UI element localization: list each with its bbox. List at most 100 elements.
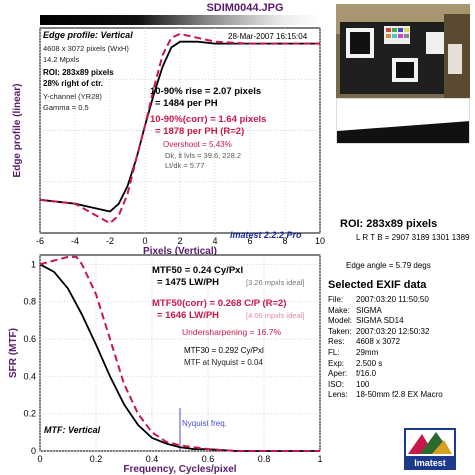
exif-heading: Selected EXIF data bbox=[328, 279, 427, 291]
mtf50-label: MTF50 = 0.24 Cy/Pxl bbox=[152, 265, 243, 276]
file-title: SDIM0044.JPG bbox=[206, 2, 284, 14]
y-axis-label: Edge profile (linear) bbox=[12, 84, 23, 178]
exif-row: Exp: 2.500 s bbox=[328, 359, 443, 370]
exif-row: Model: SIGMA SD14 bbox=[328, 316, 443, 327]
x-tick-label: -6 bbox=[36, 236, 44, 246]
edge-gradient-strip bbox=[40, 15, 320, 25]
chart-title: MTF: Vertical bbox=[44, 425, 101, 435]
gamma-label: Gamma = 0.5 bbox=[43, 103, 89, 112]
x-axis-label: Pixels (Vertical) bbox=[143, 246, 217, 257]
x-tick-label: 1 bbox=[317, 454, 322, 464]
ltdk-label: Lt/dk = 5.77 bbox=[165, 161, 204, 170]
exif-value: 2007:03:20 12:50:32 bbox=[356, 326, 430, 336]
series-line-measured bbox=[39, 263, 320, 452]
exif-value: SIGMA bbox=[356, 305, 382, 315]
y-axis-label: SFR (MTF) bbox=[8, 328, 19, 378]
exif-key: ISO: bbox=[328, 379, 345, 389]
x-tick-label: 0 bbox=[37, 454, 42, 464]
x-tick-label: 0.4 bbox=[146, 454, 159, 464]
x-tick-label: 10 bbox=[315, 236, 325, 246]
exif-list: File: 2007:03:20 11:50:50 Make: SIGMA Model:… bbox=[328, 295, 443, 401]
exif-key: Res: bbox=[328, 337, 345, 347]
x-tick-label: 2 bbox=[177, 236, 182, 246]
roi-pos-label: 28% right of ctr. bbox=[43, 79, 103, 88]
mtf-chart: 0 0.2 0.4 0.6 0.8 1 0 0.2 0.4 0.6 0.8 1 Nyquist freq… bbox=[8, 254, 323, 475]
exif-row: ISO: 100 bbox=[328, 380, 443, 391]
exif-value: 18-50mm f2.8 EX Macro bbox=[356, 390, 443, 400]
exif-row: Taken: 2007:03:20 12:50:32 bbox=[328, 327, 443, 338]
y-tick-label: 0.4 bbox=[23, 371, 36, 381]
overshoot-label: Overshoot = 5.43% bbox=[163, 140, 232, 149]
exif-row: Aper: f/16.0 bbox=[328, 369, 443, 380]
channel-label: Y-channel (YR28) bbox=[43, 92, 102, 101]
size-label: 4608 x 3072 pixels (WxH) bbox=[43, 44, 129, 53]
x-tick-label: 0.8 bbox=[258, 454, 271, 464]
watermark-label: Imatest 2.2.2 Pro bbox=[230, 230, 302, 240]
exif-value: 2.500 s bbox=[356, 358, 383, 368]
exif-key: Model: bbox=[328, 316, 353, 326]
levels-label: Dk, lt lvls = 39.6, 228.2 bbox=[165, 151, 241, 160]
corr-rise-ph-label: = 1878 per PH (R=2) bbox=[155, 126, 244, 137]
mtf50-corr-lw-label: = 1646 LW/PH bbox=[157, 310, 219, 321]
exif-key: Aper: bbox=[328, 369, 348, 379]
x-tick-label: 6 bbox=[247, 236, 252, 246]
y-tick-label: 0.8 bbox=[23, 297, 36, 307]
undersharpening-label: Undersharpening = 16.7% bbox=[182, 327, 281, 337]
edge-profile-chart: -6 -4 -2 0 2 4 6 8 10 Pixels (Vertical) Edge profi… bbox=[12, 27, 325, 257]
mtf30-label: MTF30 = 0.292 Cy/Pxl bbox=[184, 346, 264, 355]
mtf50-lw-label: = 1475 LW/PH bbox=[157, 277, 219, 288]
x-axis-label: Frequency, Cycles/pixel bbox=[123, 464, 236, 475]
mtf50-corr-label: MTF50(corr) = 0.268 C/P (R=2) bbox=[152, 298, 286, 309]
exif-value: 100 bbox=[356, 379, 370, 389]
series-line-corrected bbox=[39, 32, 320, 225]
rise-ph-label: = 1484 per PH bbox=[155, 98, 218, 109]
exif-value: 29mm bbox=[356, 347, 379, 357]
exif-row: Res: 4608 x 3072 bbox=[328, 337, 443, 348]
roi-edge-crop bbox=[336, 98, 470, 144]
chart-title: Edge profile: Vertical bbox=[43, 30, 133, 40]
y-tick-label: 0 bbox=[31, 446, 36, 456]
roi-label: ROI: 283x89 pixels bbox=[43, 68, 114, 77]
exif-key: Taken: bbox=[328, 326, 352, 336]
exif-row: Lens: 18-50mm f2.8 EX Macro bbox=[328, 390, 443, 401]
series-line-measured bbox=[39, 40, 320, 213]
roi-title: ROI: 283x89 pixels bbox=[340, 218, 438, 230]
date-label: 28-Mar-2007 16:15:04 bbox=[228, 32, 308, 41]
exif-row: FL: 29mm bbox=[328, 348, 443, 359]
x-tick-label: 0 bbox=[142, 236, 147, 246]
series-line-corrected bbox=[39, 255, 320, 452]
imatest-logo: Imatest bbox=[404, 428, 456, 470]
mtf50-ideal-label: [3.26 mpxls ideal] bbox=[246, 278, 304, 287]
y-tick-label: 0.2 bbox=[23, 409, 36, 419]
x-tick-label: -2 bbox=[106, 236, 114, 246]
x-tick-label: 0.6 bbox=[202, 454, 215, 464]
mpxls-label: 14.2 Mpxls bbox=[43, 55, 80, 64]
edge-angle: Edge angle = 5.79 degs bbox=[346, 261, 431, 270]
mtf-nyquist-label: MTF at Nyquist = 0.04 bbox=[184, 358, 263, 367]
exif-value: 4608 x 3072 bbox=[356, 337, 401, 347]
exif-value: SIGMA SD14 bbox=[356, 316, 404, 326]
exif-row: Make: SIGMA bbox=[328, 306, 443, 317]
exif-value: f/16.0 bbox=[356, 369, 377, 379]
x-tick-label: 4 bbox=[212, 236, 217, 246]
exif-key: File: bbox=[328, 295, 344, 304]
exif-key: Exp: bbox=[328, 358, 345, 368]
mtf50-corr-ideal-label: [4.06 mpxls ideal] bbox=[246, 311, 304, 320]
exif-value: 2007:03:20 11:50:50 bbox=[356, 295, 429, 304]
x-tick-label: -4 bbox=[71, 236, 79, 246]
x-tick-label: 0.2 bbox=[90, 454, 103, 464]
rise-label: 10-90% rise = 2.07 pixels bbox=[150, 86, 261, 97]
nyquist-label: Nyquist freq. bbox=[182, 419, 227, 428]
color-checker bbox=[386, 28, 409, 38]
exif-key: FL: bbox=[328, 347, 340, 357]
x-tick-label: 8 bbox=[282, 236, 287, 246]
roi-coords: L R T B = 2907 3189 1301 1389 bbox=[356, 233, 470, 242]
y-tick-label: 0.6 bbox=[23, 334, 36, 344]
corr-rise-label: 10-90%(corr) = 1.64 pixels bbox=[150, 114, 266, 125]
y-tick-label: 1 bbox=[31, 259, 36, 269]
exif-key: Lens: bbox=[328, 390, 348, 400]
exif-row: File: 2007:03:20 11:50:50 bbox=[328, 295, 443, 306]
logo-text: Imatest bbox=[414, 458, 446, 468]
test-chart-photo bbox=[336, 4, 470, 98]
exif-key: Make: bbox=[328, 305, 350, 315]
